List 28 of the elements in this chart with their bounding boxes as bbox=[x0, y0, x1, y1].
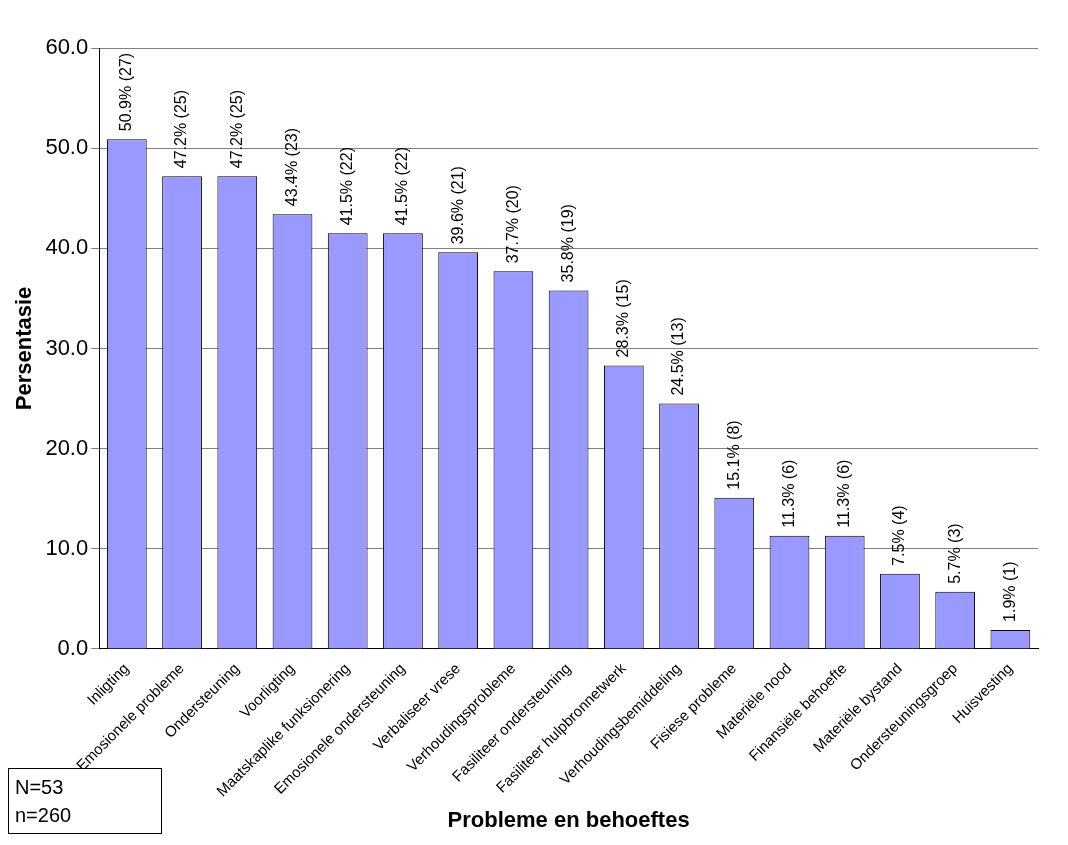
data-label: 43.4% (23) bbox=[282, 127, 300, 207]
data-label: 37.7% (20) bbox=[503, 185, 521, 264]
text: n=260 bbox=[15, 803, 73, 828]
y-axis-title: Persentasie bbox=[11, 286, 37, 411]
data-label: 47.2% (25) bbox=[227, 89, 245, 169]
data-label: 47.2% (25) bbox=[172, 89, 190, 169]
data-label: 35.8% (19) bbox=[559, 204, 577, 283]
text: N=53 bbox=[15, 775, 65, 800]
data-label: 41.5% (22) bbox=[338, 147, 356, 226]
data-label: 11.3% (6) bbox=[835, 459, 853, 528]
y-tick-label: 60.0 bbox=[45, 34, 89, 60]
y-tick-label: 40.0 bbox=[45, 234, 89, 260]
y-tick-label: 20.0 bbox=[45, 434, 89, 460]
y-tick-label: 50.0 bbox=[45, 134, 89, 160]
y-tick-label: 30.0 bbox=[45, 334, 89, 360]
data-label: 41.5% (22) bbox=[393, 147, 411, 226]
data-label: 24.5% (13) bbox=[669, 317, 687, 396]
data-label: 5.7% (3) bbox=[945, 523, 963, 584]
data-label: 1.9% (1) bbox=[1000, 561, 1018, 622]
x-axis-title: Probleme en behoeftes bbox=[447, 806, 690, 832]
data-label: 7.5% (4) bbox=[890, 505, 908, 566]
data-label: 15.1% (8) bbox=[724, 420, 742, 490]
data-label: 11.3% (6) bbox=[779, 459, 797, 528]
data-label: 50.9% (27) bbox=[117, 52, 135, 132]
data-label: 39.6% (21) bbox=[448, 166, 466, 245]
y-tick-label: 0.0 bbox=[57, 635, 89, 660]
data-label: 28.3% (15) bbox=[614, 279, 632, 358]
y-tick-label: 10.0 bbox=[45, 534, 89, 560]
